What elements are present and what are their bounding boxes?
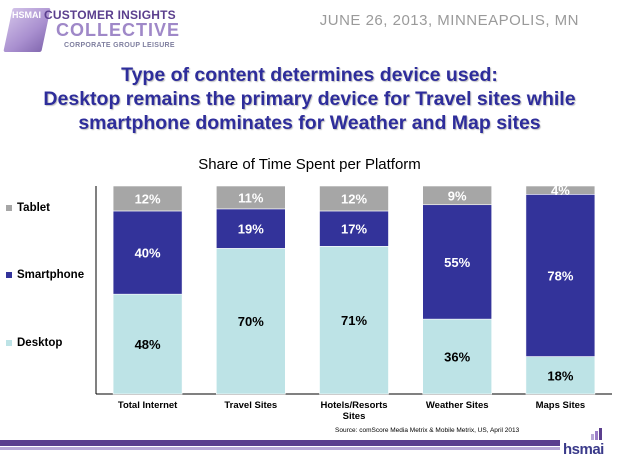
data-label-tablet-3: 9% [448, 188, 467, 203]
data-label-desktop-1: 70% [238, 314, 264, 329]
x-tick-label-4: Maps Sites [536, 400, 586, 411]
data-label-tablet-4: 4% [551, 183, 570, 198]
bar-segment-smartphone-0 [112, 210, 183, 295]
logo-line-2: COLLECTIVE [56, 20, 181, 40]
footer-bar-accent [0, 447, 560, 450]
data-label-desktop-4: 18% [547, 368, 573, 383]
data-label-desktop-2: 71% [341, 313, 367, 328]
data-label-tablet-2: 12% [341, 191, 367, 206]
headline-line-1: Type of content determines device used: [121, 64, 498, 86]
legend-label-smartphone: Smartphone [17, 269, 84, 281]
legend-swatch-smartphone [6, 272, 12, 278]
chart-title: Share of Time Spent per Platform [198, 156, 421, 173]
bar-segment-tablet-2 [319, 185, 389, 212]
x-tick-label-2-line-0: Hotels/Resorts [320, 400, 387, 411]
data-label-smartphone-4: 78% [547, 268, 573, 283]
footer-logo-text: hsmai [563, 441, 604, 458]
footer-bar [0, 440, 560, 446]
bar-segment-smartphone-2 [319, 210, 389, 247]
logo-mark-text: HSMAI [12, 10, 41, 20]
data-label-tablet-0: 12% [135, 191, 161, 206]
bar-segment-smartphone-4 [525, 194, 596, 357]
bar-segment-desktop-2 [319, 246, 389, 395]
bar-segment-desktop-4 [525, 356, 596, 395]
legend-label-desktop: Desktop [17, 337, 62, 349]
x-tick-label-3: Weather Sites [426, 400, 489, 411]
brand-logo: HSMAI CUSTOMER INSIGHTS COLLECTIVE CORPO… [3, 2, 194, 58]
bar-segment-desktop-3 [422, 318, 493, 395]
source-note: Source: comScore Media Metrix & Mobile M… [335, 427, 520, 434]
data-label-desktop-3: 36% [444, 350, 470, 365]
bar-segment-smartphone-1 [216, 208, 286, 249]
logo-line-3: CORPORATE GROUP LEISURE [64, 42, 175, 49]
footer-logo-mark-icon [591, 428, 602, 440]
legend-swatch-tablet [6, 205, 12, 211]
logo-line-1: CUSTOMER INSIGHTS [44, 8, 176, 22]
data-label-tablet-1: 11% [238, 190, 264, 205]
bar-segment-tablet-0 [112, 185, 183, 212]
bar-segment-desktop-1 [216, 248, 286, 395]
data-label-smartphone-0: 40% [135, 246, 161, 261]
dateline: JUNE 26, 2013, MINNEAPOLIS, MN [319, 12, 579, 29]
data-label-smartphone-3: 55% [444, 255, 470, 270]
bar-segment-desktop-0 [112, 293, 183, 395]
footer-logo: hsmai [563, 428, 611, 458]
bar-segment-tablet-1 [216, 185, 286, 210]
x-tick-label-1: Travel Sites [224, 400, 277, 411]
data-label-smartphone-1: 19% [238, 222, 264, 237]
bar-segment-tablet-4 [525, 185, 596, 195]
headline-line-2: Desktop remains the primary device for T… [43, 88, 576, 110]
legend-swatch-desktop [6, 340, 12, 346]
headline-line-3: smartphone dominates for Weather and Map… [78, 112, 541, 134]
data-label-smartphone-2: 17% [341, 222, 367, 237]
x-tick-label-2-line-1: Sites [343, 411, 366, 422]
bar-segment-tablet-3 [422, 185, 493, 206]
x-tick-label-0: Total Internet [118, 400, 178, 411]
legend-label-tablet: Tablet [17, 202, 50, 214]
data-label-desktop-0: 48% [135, 337, 161, 352]
